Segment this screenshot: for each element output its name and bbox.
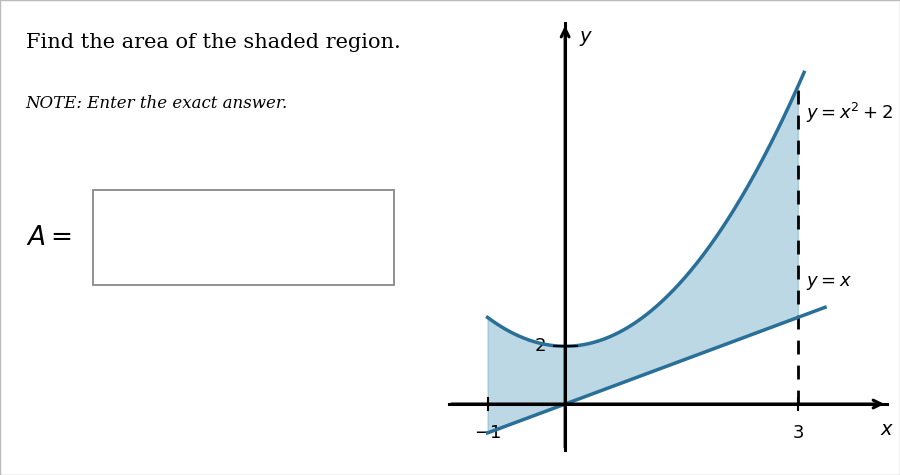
Text: $2$: $2$ [534, 337, 545, 355]
Text: $-1$: $-1$ [474, 424, 501, 442]
Text: $A =$: $A =$ [26, 225, 72, 250]
Text: NOTE: Enter the exact answer.: NOTE: Enter the exact answer. [26, 95, 288, 112]
Text: $y$: $y$ [579, 28, 593, 48]
Text: $y = x^2 + 2$: $y = x^2 + 2$ [806, 101, 893, 125]
Text: $x$: $x$ [880, 421, 895, 439]
Text: Find the area of the shaded region.: Find the area of the shaded region. [26, 33, 400, 52]
Text: $y = x$: $y = x$ [806, 274, 851, 292]
Text: $3$: $3$ [792, 424, 804, 442]
FancyBboxPatch shape [93, 190, 394, 285]
